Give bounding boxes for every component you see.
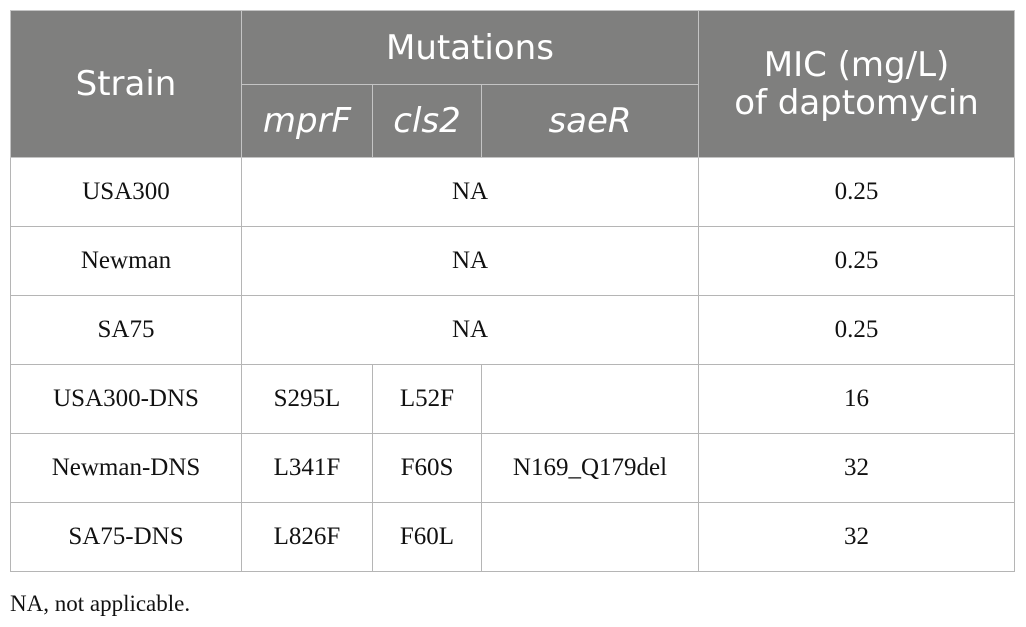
strain-cell: Newman-DNS bbox=[10, 433, 242, 503]
strain-cell: USA300-DNS bbox=[10, 364, 242, 434]
cls2-cell: L52F bbox=[372, 364, 482, 434]
header-gene-saer: saeR bbox=[480, 84, 700, 158]
mic-cell: 0.25 bbox=[698, 226, 1016, 296]
daptomycin-mutation-table: Strain Mutations MIC (mg/L) of daptomyci… bbox=[10, 10, 1016, 572]
mic-cell: 0.25 bbox=[698, 295, 1016, 365]
header-mic: MIC (mg/L) of daptomycin bbox=[698, 10, 1016, 158]
saer-cell bbox=[480, 502, 700, 572]
header-mic-line1: MIC (mg/L) bbox=[763, 45, 950, 85]
mutations-cell: NA bbox=[240, 295, 700, 365]
mprf-cell: S295L bbox=[241, 364, 373, 434]
table-footnote: NA, not applicable. bbox=[10, 591, 191, 616]
strain-cell: Newman bbox=[10, 226, 242, 296]
table-row: SA75 NA 0.25 bbox=[10, 295, 1016, 365]
mic-cell: 32 bbox=[698, 433, 1016, 503]
header-gene-cls2: cls2 bbox=[372, 84, 482, 158]
table-row: SA75-DNS L826F F60L 32 bbox=[10, 502, 1016, 572]
header-row-genes: mprF cls2 saeR bbox=[11, 84, 1015, 158]
saer-cell: N169_Q179del bbox=[480, 433, 700, 503]
table-row: USA300-DNS S295L L52F 16 bbox=[10, 364, 1016, 434]
mprf-cell: L341F bbox=[241, 433, 373, 503]
table-row: Newman NA 0.25 bbox=[10, 226, 1016, 296]
table-row: USA300 NA 0.25 bbox=[10, 157, 1016, 227]
mprf-cell: L826F bbox=[241, 502, 373, 572]
mic-cell: 0.25 bbox=[698, 157, 1016, 227]
mic-cell: 16 bbox=[698, 364, 1016, 434]
header-mic-line2: of daptomycin bbox=[734, 83, 979, 123]
cls2-cell: F60L bbox=[372, 502, 482, 572]
header-row-top: Strain Mutations MIC (mg/L) of daptomyci… bbox=[10, 10, 1016, 158]
table-container: Strain Mutations MIC (mg/L) of daptomyci… bbox=[10, 10, 1016, 572]
mutations-cell: NA bbox=[240, 226, 700, 296]
saer-cell bbox=[480, 364, 700, 434]
header-mutations: Mutations bbox=[240, 10, 700, 85]
table-row: Newman-DNS L341F F60S N169_Q179del 32 bbox=[10, 433, 1016, 503]
strain-cell: SA75-DNS bbox=[10, 502, 242, 572]
header-strain: Strain bbox=[10, 10, 242, 158]
header-gene-mprf: mprF bbox=[241, 84, 373, 158]
mic-cell: 32 bbox=[698, 502, 1016, 572]
mutations-cell: NA bbox=[240, 157, 700, 227]
strain-cell: USA300 bbox=[10, 157, 242, 227]
cls2-cell: F60S bbox=[372, 433, 482, 503]
strain-cell: SA75 bbox=[10, 295, 242, 365]
